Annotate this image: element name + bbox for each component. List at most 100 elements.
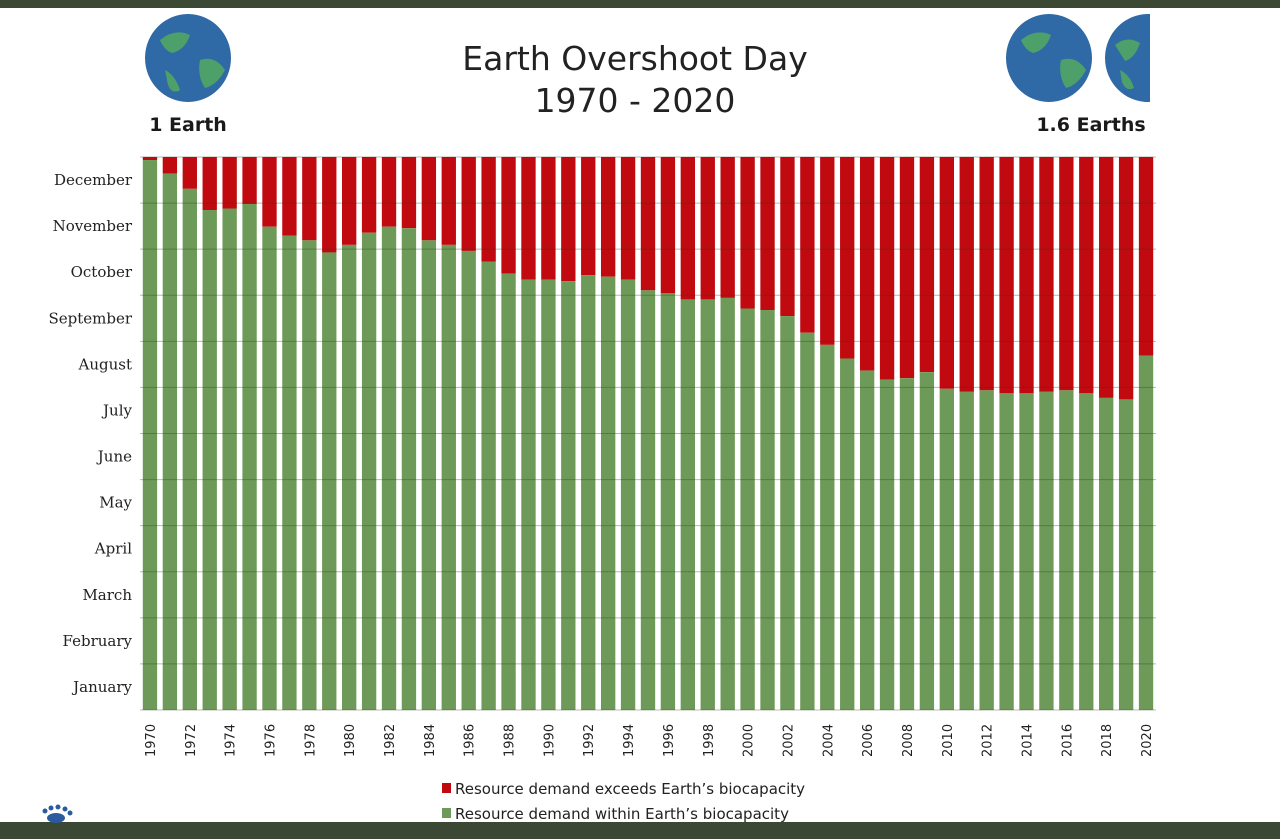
x-tick-label: 2016: [1060, 724, 1075, 757]
bar-exceeds-2020: [1138, 157, 1154, 356]
bar-exceeds-1970: [142, 157, 158, 161]
x-tick-label: 1974: [224, 724, 239, 757]
bar-within-2008: [899, 378, 915, 710]
x-tick-label: 1998: [702, 724, 717, 757]
bar-within-1993: [600, 276, 616, 710]
bar-exceeds-2013: [999, 157, 1014, 394]
bar-within-2009: [919, 372, 935, 710]
bar-within-1989: [521, 279, 536, 710]
bar-exceeds-1992: [581, 157, 596, 276]
bar-within-2011: [959, 391, 974, 710]
bar-within-1997: [680, 299, 696, 710]
bar-within-2018: [1099, 397, 1114, 710]
bar-within-1977: [282, 235, 297, 710]
footprint-logo-icon: [42, 804, 73, 823]
bar-within-1982: [381, 226, 397, 710]
bar-within-1988: [501, 273, 516, 710]
x-tick-label: 1976: [263, 724, 278, 757]
bar-exceeds-2010: [939, 157, 954, 389]
globe-icon: [145, 14, 231, 102]
x-tick-label: 2000: [742, 724, 757, 757]
bar-within-1995: [640, 290, 656, 710]
bar-within-1986: [461, 250, 476, 710]
bar-within-1994: [620, 279, 636, 710]
y-tick-label: July: [101, 401, 132, 419]
bar-within-1984: [421, 240, 437, 710]
bar-exceeds-2003: [800, 157, 815, 333]
x-tick-label: 2014: [1021, 724, 1036, 757]
bar-exceeds-1980: [342, 157, 357, 245]
x-axis-labels: 1970 1972 1974 1976 1978 1980 1982 1984 1986 1988…: [144, 724, 1155, 757]
bar-within-1976: [262, 226, 277, 710]
bar-within-1973: [202, 210, 217, 710]
bar-within-2014: [1019, 393, 1034, 710]
bar-within-1999: [720, 297, 735, 710]
bar-exceeds-2002: [780, 157, 795, 317]
bar-within-2010: [939, 388, 954, 710]
legend-label-within: Resource demand within Earth’s biocapaci…: [455, 805, 789, 823]
bar-exceeds-2016: [1059, 157, 1074, 391]
partial-globe-icon: [1105, 14, 1150, 102]
bar-exceeds-1973: [202, 157, 217, 211]
bar-exceeds-1993: [600, 157, 616, 277]
bar-within-1992: [581, 275, 596, 710]
bar-exceeds-1997: [680, 157, 696, 300]
y-axis-labels: January February March April May June July Augu…: [48, 171, 132, 696]
bar-within-2006: [859, 370, 875, 710]
bar-within-1971: [162, 173, 178, 710]
bar-exceeds-1978: [302, 157, 317, 241]
bar-exceeds-2000: [740, 157, 755, 309]
bar-within-2020: [1138, 355, 1154, 710]
x-tick-label: 1986: [463, 724, 478, 757]
bar-exceeds-2018: [1099, 157, 1114, 398]
bar-exceeds-1976: [262, 157, 277, 227]
bar-within-1996: [660, 293, 676, 710]
bar-within-1978: [302, 240, 317, 710]
y-tick-label: May: [99, 494, 132, 512]
bar-exceeds-1998: [700, 157, 715, 300]
bar-exceeds-2007: [879, 157, 895, 380]
bar-within-1985: [441, 244, 456, 711]
bar-exceeds-1988: [501, 157, 516, 274]
bar-within-2004: [820, 344, 835, 710]
bar-exceeds-1991: [561, 157, 576, 282]
globe-icon: [1006, 14, 1092, 102]
bar-exceeds-2015: [1039, 157, 1054, 392]
bar-exceeds-1989: [521, 157, 536, 280]
legend-swatch-exceeds: [442, 783, 451, 793]
bar-exceeds-2017: [1079, 157, 1094, 394]
x-tick-label: 1982: [383, 724, 398, 757]
x-tick-label: 2006: [861, 724, 876, 757]
x-tick-label: 1984: [423, 724, 438, 757]
bar-within-1987: [481, 261, 496, 710]
x-tick-label: 1990: [542, 724, 557, 757]
bar-within-2000: [740, 308, 755, 710]
bar-within-2001: [760, 310, 775, 710]
bar-within-1970: [142, 160, 158, 710]
chart-title-line2: 1970 - 2020: [535, 81, 736, 120]
x-tick-label: 1980: [343, 724, 358, 757]
x-tick-label: 2002: [781, 724, 796, 757]
bar-within-2012: [979, 390, 994, 710]
bar-exceeds-1983: [401, 157, 417, 229]
bar-within-2002: [780, 316, 795, 710]
bar-exceeds-1981: [361, 157, 377, 233]
y-tick-label: October: [71, 263, 133, 281]
bar-within-1972: [182, 188, 197, 711]
y-tick-label: March: [82, 586, 132, 604]
bar-exceeds-2005: [840, 157, 855, 359]
bar-within-1974: [222, 208, 237, 710]
x-tick-label: 1972: [184, 724, 199, 757]
x-tick-label: 2018: [1100, 724, 1115, 757]
bar-exceeds-1977: [282, 157, 297, 236]
bar-exceeds-1987: [481, 157, 496, 262]
bar-exceeds-1971: [162, 157, 178, 174]
y-tick-label: June: [96, 448, 132, 466]
bar-within-2015: [1039, 391, 1054, 710]
bar-exceeds-2009: [919, 157, 935, 373]
legend-swatch-within: [442, 808, 451, 818]
bar-exceeds-1974: [222, 157, 237, 209]
bar-within-1983: [401, 228, 417, 710]
y-tick-label: February: [63, 632, 133, 650]
bar-exceeds-1996: [660, 157, 676, 294]
